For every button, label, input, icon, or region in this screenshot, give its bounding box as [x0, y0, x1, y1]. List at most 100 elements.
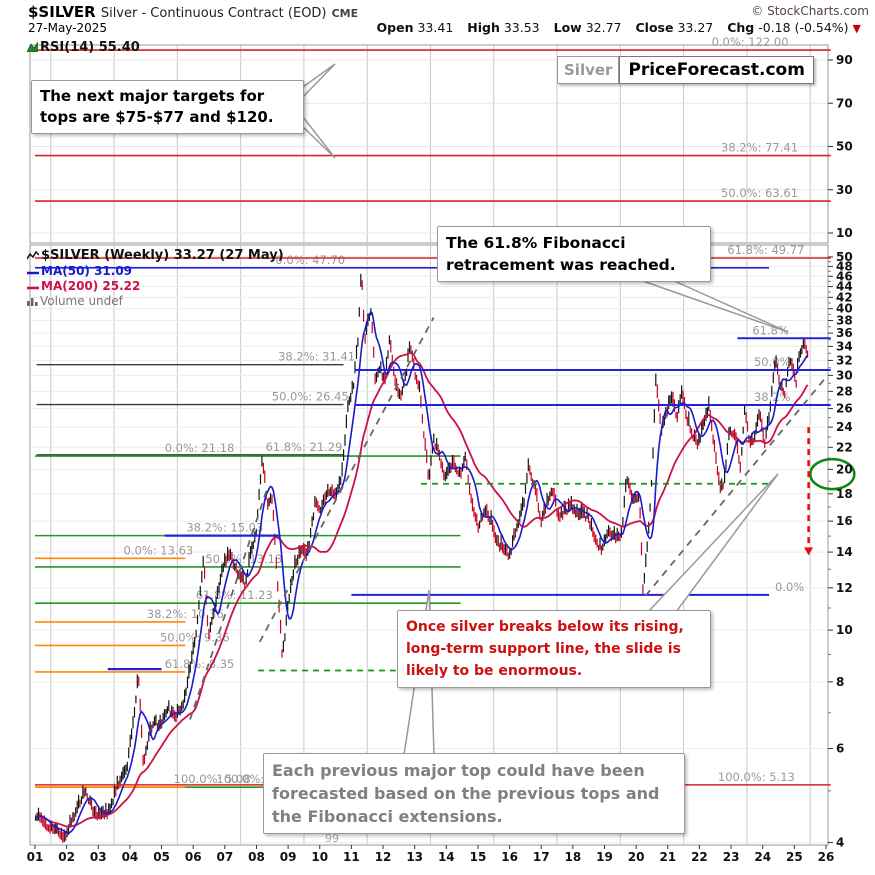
svg-text:22: 22: [836, 440, 853, 454]
svg-text:02: 02: [58, 850, 75, 864]
svg-text:38.2%: 38.2%: [754, 390, 791, 404]
svg-text:38.2%: 15.03: 38.2%: 15.03: [186, 521, 263, 535]
svg-text:0.0%: 0.0%: [775, 580, 804, 594]
svg-text:14: 14: [836, 545, 853, 559]
ma200-line-icon: [27, 280, 39, 294]
svg-text:38.2%: 31.41: 38.2%: 31.41: [278, 350, 355, 364]
svg-text:24: 24: [754, 850, 771, 864]
highlight-circle: [809, 457, 856, 491]
symbol-description: Silver - Continuous Contract (EOD): [100, 6, 327, 21]
svg-text:36: 36: [836, 326, 853, 340]
legend-symbol-row: $SILVER (Weekly) 33.27 (27 May): [26, 248, 284, 264]
svg-text:100.0%: 5.13: 100.0%: 5.13: [718, 770, 795, 784]
chart-date: 27-May-2025: [28, 21, 108, 35]
svg-text:50: 50: [836, 250, 853, 264]
chg-value: -0.18 (-0.54%): [758, 20, 849, 35]
svg-text:07: 07: [216, 850, 233, 864]
svg-text:61.8%: 21.29: 61.8%: 21.29: [265, 440, 342, 454]
svg-text:13: 13: [406, 850, 423, 864]
volume-bars-icon: [27, 295, 38, 309]
close-label: Close: [635, 20, 674, 35]
stockcharts-watermark: © StockCharts.com: [751, 4, 869, 18]
svg-text:4: 4: [836, 836, 844, 850]
axes: 9070503010504846444240383634323028262422…: [27, 53, 853, 864]
svg-text:30: 30: [836, 183, 853, 197]
high-value: 33.53: [503, 20, 540, 35]
silverpriceforecast-logo: Silver PriceForecast.com: [557, 56, 814, 84]
svg-text:44: 44: [836, 280, 853, 294]
svg-text:61.8%: 49.77: 61.8%: 49.77: [727, 243, 804, 257]
svg-text:08: 08: [248, 850, 265, 864]
brand-priceforecast: PriceForecast.com: [619, 56, 814, 84]
svg-text:90: 90: [836, 53, 853, 67]
svg-text:48: 48: [836, 259, 853, 273]
svg-text:15: 15: [470, 850, 487, 864]
close-value: 33.27: [677, 20, 714, 35]
legend-volume-label: Volume undef: [40, 294, 123, 308]
symbol: $SILVER: [28, 3, 96, 21]
chg-label: Chg: [727, 20, 755, 35]
svg-text:12: 12: [375, 850, 392, 864]
svg-text:34: 34: [836, 339, 853, 353]
svg-text:32: 32: [836, 353, 853, 367]
price-chart-icon: [26, 250, 40, 264]
svg-text:22: 22: [691, 850, 708, 864]
open-value: 33.41: [417, 20, 454, 35]
svg-text:19: 19: [596, 850, 613, 864]
svg-text:0.0%: 21.18: 0.0%: 21.18: [165, 441, 235, 455]
svg-text:26: 26: [818, 850, 835, 864]
svg-text:04: 04: [122, 850, 139, 864]
svg-text:46: 46: [836, 269, 853, 283]
ma50-line: [35, 310, 809, 834]
svg-text:50: 50: [836, 140, 853, 154]
svg-text:61.8%: 8.35: 61.8%: 8.35: [165, 657, 235, 671]
legend-ma200-label: MA(200) 25.22: [41, 279, 141, 293]
svg-text:20: 20: [836, 462, 853, 476]
svg-text:23: 23: [723, 850, 740, 864]
decline-arrow: [804, 427, 814, 556]
high-label: High: [467, 20, 500, 35]
legend-ma50-label: MA(50) 31.09: [41, 264, 133, 278]
svg-text:18: 18: [836, 487, 853, 501]
svg-text:16: 16: [501, 850, 518, 864]
svg-text:06: 06: [185, 850, 202, 864]
legend-symbol-label: $SILVER (Weekly) 33.27 (27 May): [41, 248, 284, 263]
svg-text:50.0%: 50.0%: [754, 355, 791, 369]
svg-text:61.8%: 61.8%: [752, 323, 789, 337]
svg-text:40: 40: [836, 302, 853, 316]
ma50-line-icon: [27, 265, 39, 279]
svg-text:11: 11: [343, 850, 360, 864]
ma200-line: [35, 352, 809, 828]
svg-text:20: 20: [628, 850, 645, 864]
svg-text:05: 05: [153, 850, 170, 864]
svg-text:01: 01: [27, 850, 44, 864]
svg-text:17: 17: [533, 850, 550, 864]
svg-text:09: 09: [280, 850, 297, 864]
svg-text:70: 70: [836, 96, 853, 110]
svg-text:0.0%: 122.00: 0.0%: 122.00: [712, 35, 789, 49]
svg-text:10: 10: [836, 623, 853, 637]
low-value: 32.77: [585, 20, 622, 35]
svg-text:26: 26: [836, 402, 853, 416]
svg-text:99: 99: [325, 832, 339, 845]
svg-text:28: 28: [836, 384, 853, 398]
annotation-breakdown: Once silver breaks below its rising, lon…: [397, 610, 711, 688]
annotation-targets: The next major targets for tops are $75-…: [31, 80, 304, 134]
svg-text:24: 24: [836, 420, 853, 434]
fib-set-rally-2020-retracement: [351, 337, 831, 596]
low-label: Low: [553, 20, 582, 35]
svg-text:03: 03: [90, 850, 107, 864]
svg-text:50.0%: 26.45: 50.0%: 26.45: [272, 390, 349, 404]
svg-text:50.0%: 63.61: 50.0%: 63.61: [721, 186, 798, 200]
legend-ma50-row: MA(50) 31.09: [27, 264, 284, 279]
exchange-label: CME: [331, 7, 359, 20]
svg-text:10: 10: [311, 850, 328, 864]
fib-labels: 0.0%: 122.00 38.2%: 77.41 50.0%: 63.61 61.8…: [124, 35, 805, 786]
brand-silver: Silver: [557, 56, 620, 84]
chart-header: $SILVER Silver - Continuous Contract (EO…: [28, 2, 358, 21]
trendlines: [189, 317, 829, 720]
svg-text:10: 10: [836, 226, 853, 240]
svg-text:25: 25: [786, 850, 803, 864]
